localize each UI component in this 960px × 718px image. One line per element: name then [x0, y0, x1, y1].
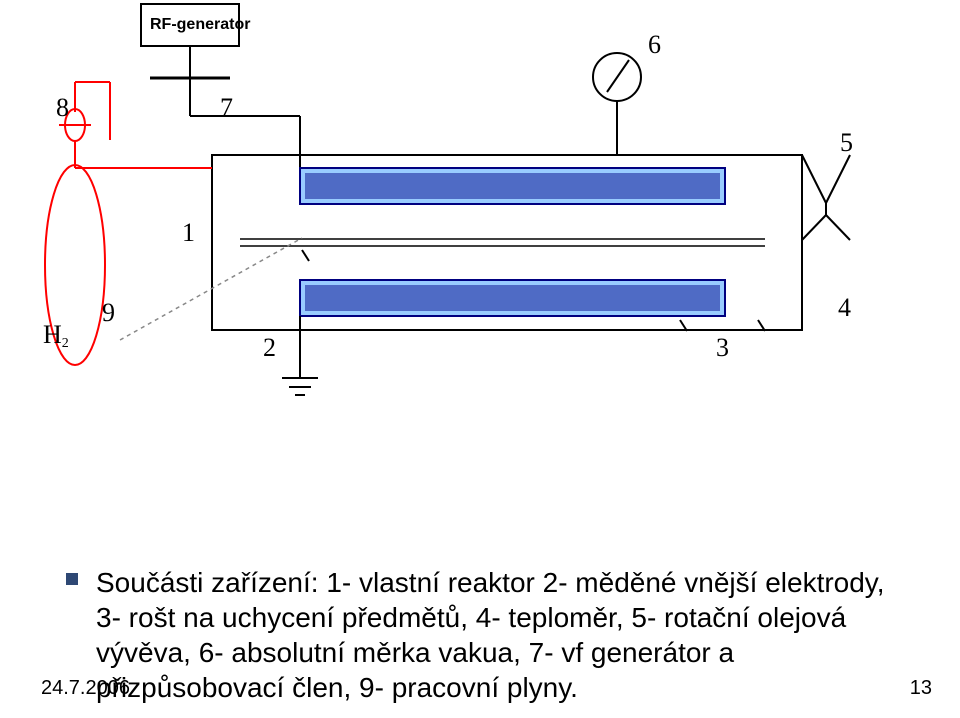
label-1: 1 — [182, 218, 195, 248]
pump5-l1 — [802, 155, 826, 203]
label-4: 4 — [838, 293, 851, 323]
label-h2-sub: 2 — [62, 336, 69, 351]
bullet-icon — [66, 573, 78, 585]
footer-date: 24.7.2006 — [41, 677, 130, 700]
label-2: 2 — [263, 333, 276, 363]
tick-1 — [302, 250, 309, 261]
pump5-l4 — [802, 215, 826, 240]
label-6: 6 — [648, 30, 661, 60]
label-h2-main: H — [43, 320, 62, 349]
page: RF-generator 1 2 3 4 5 6 7 8 9 H2 Součás… — [0, 0, 960, 718]
top-electrode-fill — [305, 173, 720, 199]
bottom-electrode-fill — [305, 285, 720, 311]
label-8: 8 — [56, 93, 69, 123]
pump5-l5 — [826, 215, 850, 240]
label-h2: H2 — [43, 320, 69, 352]
rf-generator-label: RF-generator — [150, 16, 250, 34]
pump5-l2 — [826, 155, 850, 203]
label-7: 7 — [220, 93, 233, 123]
caption-text: Součásti zařízení: 1- vlastní reaktor 2-… — [96, 565, 916, 705]
apparatus-diagram — [0, 0, 960, 560]
footer-page: 13 — [910, 677, 932, 700]
label-5: 5 — [840, 128, 853, 158]
label-3: 3 — [716, 333, 729, 363]
label-9: 9 — [102, 298, 115, 328]
